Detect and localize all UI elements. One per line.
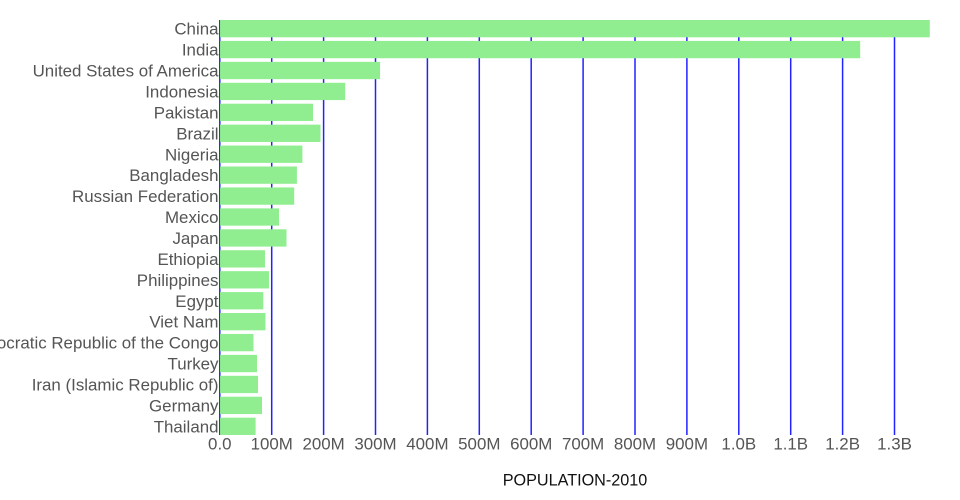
svg-text:400M: 400M	[406, 434, 448, 453]
svg-text:700M: 700M	[562, 434, 604, 453]
svg-text:1.0B: 1.0B	[721, 434, 756, 453]
svg-text:Philippines: Philippines	[137, 271, 219, 290]
svg-text:Germany: Germany	[149, 396, 219, 415]
svg-text:500M: 500M	[458, 434, 500, 453]
svg-text:Russian Federation: Russian Federation	[72, 187, 218, 206]
svg-text:1.2B: 1.2B	[825, 434, 860, 453]
svg-text:Egypt: Egypt	[175, 292, 218, 311]
svg-text:1.1B: 1.1B	[773, 434, 808, 453]
svg-text:India: India	[182, 41, 219, 60]
svg-text:United States of America: United States of America	[33, 62, 219, 81]
svg-text:800M: 800M	[614, 434, 656, 453]
svg-text:Thailand: Thailand	[154, 417, 219, 436]
svg-text:600M: 600M	[510, 434, 552, 453]
svg-text:Mexico: Mexico	[165, 208, 219, 227]
svg-text:Viet Nam: Viet Nam	[149, 313, 218, 332]
svg-text:Democratic Republic of the Con: Democratic Republic of the Congo	[0, 334, 219, 353]
svg-text:China: China	[174, 20, 219, 39]
svg-text:Indonesia: Indonesia	[145, 82, 219, 101]
svg-text:Nigeria: Nigeria	[165, 145, 219, 164]
svg-text:300M: 300M	[354, 434, 396, 453]
svg-text:Iran (Islamic Republic of): Iran (Islamic Republic of)	[32, 376, 219, 395]
svg-text:0.0: 0.0	[208, 434, 231, 453]
svg-text:Brazil: Brazil	[176, 124, 218, 143]
svg-text:100M: 100M	[251, 434, 293, 453]
svg-text:200M: 200M	[302, 434, 344, 453]
svg-text:Japan: Japan	[172, 229, 218, 248]
svg-text:Ethiopia: Ethiopia	[157, 250, 219, 269]
svg-text:Bangladesh: Bangladesh	[129, 166, 218, 185]
svg-text:900M: 900M	[666, 434, 708, 453]
svg-text:POPULATION-2010: POPULATION-2010	[503, 471, 648, 489]
svg-text:Pakistan: Pakistan	[154, 103, 219, 122]
svg-text:1.3B: 1.3B	[877, 434, 912, 453]
svg-text:Turkey: Turkey	[168, 355, 220, 374]
